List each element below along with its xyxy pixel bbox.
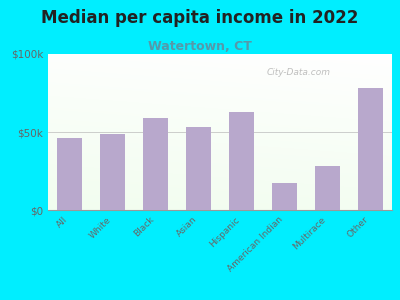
Text: Median per capita income in 2022: Median per capita income in 2022 — [41, 9, 359, 27]
Bar — [100, 134, 126, 210]
Bar — [315, 166, 340, 210]
Bar — [229, 112, 254, 210]
Bar — [186, 127, 212, 210]
Bar — [358, 88, 383, 210]
Text: Watertown, CT: Watertown, CT — [148, 40, 252, 53]
Bar — [142, 118, 168, 210]
Bar — [57, 138, 82, 210]
Bar — [272, 184, 297, 210]
Text: City-Data.com: City-Data.com — [267, 68, 331, 77]
